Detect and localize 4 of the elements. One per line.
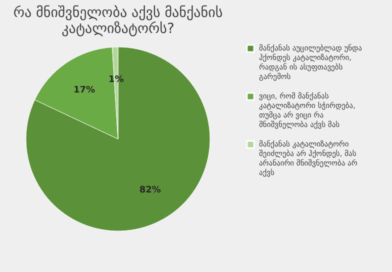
data-label: 17% (74, 85, 96, 96)
data-label: 82% (139, 186, 161, 196)
chart-title: რა მნიშვნელობა აქვს მანქანის კატალიზატორს? (13, 5, 223, 37)
pie-slice (26, 46, 210, 232)
